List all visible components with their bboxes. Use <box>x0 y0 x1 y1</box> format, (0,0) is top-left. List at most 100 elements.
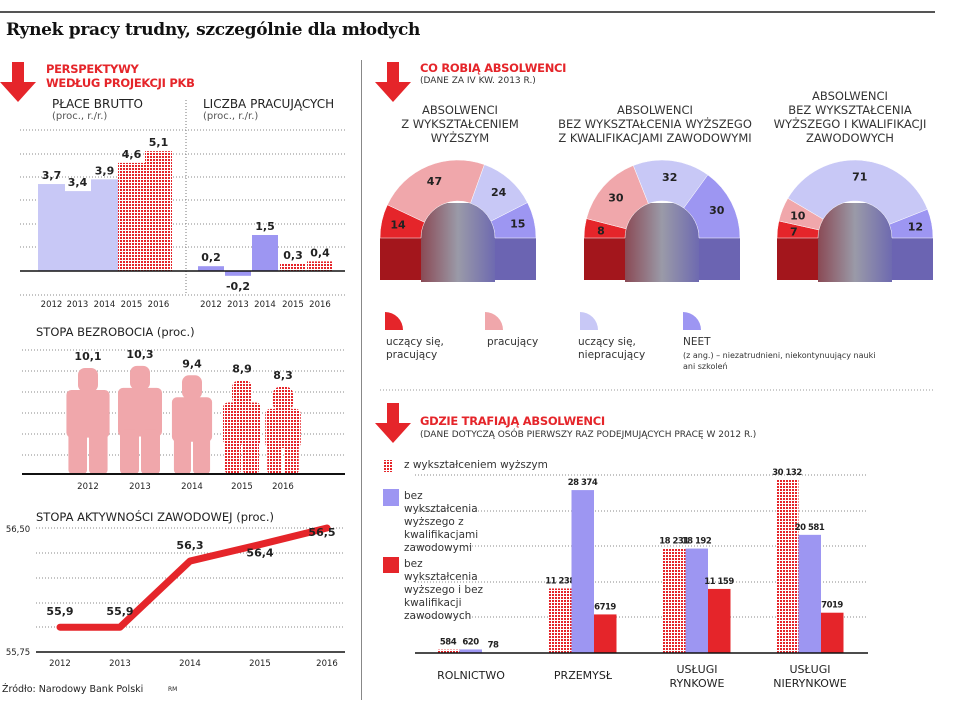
x-tick-label: 2015 <box>121 300 143 310</box>
data-label: 56,4 <box>246 547 273 560</box>
page-title: Rynek pracy trudny, szczególnie dla młod… <box>6 20 421 40</box>
title-line: ABSOLWENCI <box>422 103 498 117</box>
y-tick-label: 56,50 <box>6 525 30 535</box>
title-line: ABSOLWENCI <box>617 103 693 117</box>
data-label: 5,1 <box>149 136 169 149</box>
unemployment-title: STOPA BEZROBOCIA (proc.) <box>36 325 195 339</box>
legend-label: uczący się, pracujący <box>386 336 444 361</box>
title-text: STOPA AKTYWNOŚCI ZAWODOWEJ <box>36 510 233 524</box>
arch-tunnel <box>818 203 892 282</box>
category-label: ROLNICTWO <box>437 669 505 682</box>
bar <box>776 480 799 653</box>
x-tick-label: 2012 <box>77 482 99 492</box>
legend-label: bez wykształcenia wyższego i bez kwalifi… <box>404 558 484 622</box>
title-line: Z KWALIFIKACJAMI ZAWODOWYMI <box>558 131 752 145</box>
activity-title: STOPA AKTYWNOŚCI ZAWODOWEJ (proc.) <box>36 510 274 524</box>
category-label: USŁUGI <box>789 663 830 676</box>
data-label: 55,9 <box>46 605 73 618</box>
bar <box>437 649 460 653</box>
source-note: Źródło: Narodowy Bank Polski <box>2 684 144 695</box>
bar <box>280 263 306 271</box>
x-tick-label: 2016 <box>316 659 338 669</box>
bar <box>685 548 708 653</box>
legend-note: (z ang.) – niezatrudnieni, niekontynuują… <box>683 351 876 371</box>
bar <box>798 534 821 653</box>
bar <box>571 490 594 653</box>
legend-swatch-icon <box>683 312 701 330</box>
bar <box>549 588 572 653</box>
column-divider <box>361 60 362 700</box>
data-label: 18 192 <box>682 537 712 547</box>
section2-subheading: (DANE DOTYCZĄ OSÓB PIERWSZY RAZ PODEJMUJ… <box>420 430 757 440</box>
data-label: 0,2 <box>201 251 221 264</box>
title-line: BEZ WYKSZTAŁCENIA WYŻSZEGO <box>558 117 752 131</box>
data-label: 1,5 <box>255 220 275 233</box>
category-label: USŁUGI <box>676 663 717 676</box>
bar <box>225 271 251 276</box>
title-line: WYŻSZYM <box>430 131 490 145</box>
data-label: 3,9 <box>95 164 115 177</box>
arrow-icon <box>375 403 411 443</box>
data-label: 15 <box>510 218 525 231</box>
legend-swatch-icon <box>580 312 598 330</box>
data-label: 10,1 <box>74 350 101 363</box>
data-label: 8,3 <box>273 369 293 382</box>
top-rule <box>0 11 935 13</box>
arch2-title: ABSOLWENCI BEZ WYKSZTAŁCENIA WYŻSZEGO Z KW… <box>550 103 760 145</box>
data-label: 620 <box>462 637 479 647</box>
x-tick-label: 2012 <box>200 300 222 310</box>
data-label: 10 <box>790 209 806 222</box>
category-label: RYNKOWE <box>670 677 725 690</box>
legend-label: NEET <box>683 336 711 348</box>
data-label: 28 374 <box>568 478 598 488</box>
data-label: 32 <box>662 171 677 184</box>
bar <box>307 261 333 271</box>
data-label: 56,5 <box>308 526 335 539</box>
data-label: -0,2 <box>226 280 250 293</box>
arrow-icon <box>375 62 411 102</box>
x-tick-label: 2012 <box>49 659 71 669</box>
arch-segment <box>787 159 928 225</box>
data-label: 0,4 <box>310 246 330 259</box>
left-heading: PERSPEKTYWY WEDŁUG PROJEKCJI PKB <box>46 62 195 90</box>
data-label: 20 581 <box>795 523 825 533</box>
bar <box>198 266 224 271</box>
title-line: ABSOLWENCI <box>812 89 888 103</box>
legend-label: uczący się, niepracujący <box>578 336 646 361</box>
x-tick-label: 2013 <box>129 482 151 492</box>
data-label: 8 <box>597 224 605 237</box>
data-label: 3,7 <box>42 169 62 182</box>
person-icon <box>222 380 262 474</box>
data-label: 30 132 <box>772 468 802 478</box>
data-label: 0,3 <box>283 249 303 262</box>
arch3-title: ABSOLWENCI BEZ WYKSZTAŁCENIA WYŻSZEGO I KW… <box>760 89 940 145</box>
legend-label: bez wykształcenia wyższego z kwalifikacj… <box>404 490 479 554</box>
legend-swatch-icon <box>485 312 503 330</box>
section1-heading: CO ROBIĄ ABSOLWENCI <box>420 61 567 75</box>
title-line: Z WYKSZTAŁCENIEM <box>401 117 519 131</box>
arch-segment <box>490 202 537 239</box>
x-tick-label: 2016 <box>272 482 294 492</box>
legend-swatch-icon <box>383 557 399 573</box>
legend-label: pracujący <box>487 336 539 348</box>
arch-left-foot <box>777 238 818 280</box>
arch-tunnel <box>421 203 495 282</box>
data-label: 8,9 <box>232 363 252 376</box>
legend-swatch-icon <box>383 460 393 472</box>
data-label: 12 <box>908 220 923 233</box>
data-label: 584 <box>440 638 457 648</box>
data-label: 3,4 <box>68 176 88 189</box>
bar <box>708 588 731 653</box>
person-icon <box>118 365 162 474</box>
arch-left-foot <box>380 238 421 280</box>
category-label: PRZEMYSŁ <box>554 669 613 682</box>
wages-unit: (proc., r./r.) <box>52 111 108 122</box>
data-label: 47 <box>427 175 442 188</box>
x-tick-label: 2015 <box>282 300 304 310</box>
x-tick-label: 2014 <box>94 300 116 310</box>
data-label: 11 159 <box>704 577 734 587</box>
data-label: 24 <box>491 186 507 199</box>
bar <box>594 614 617 653</box>
bar <box>64 191 91 271</box>
